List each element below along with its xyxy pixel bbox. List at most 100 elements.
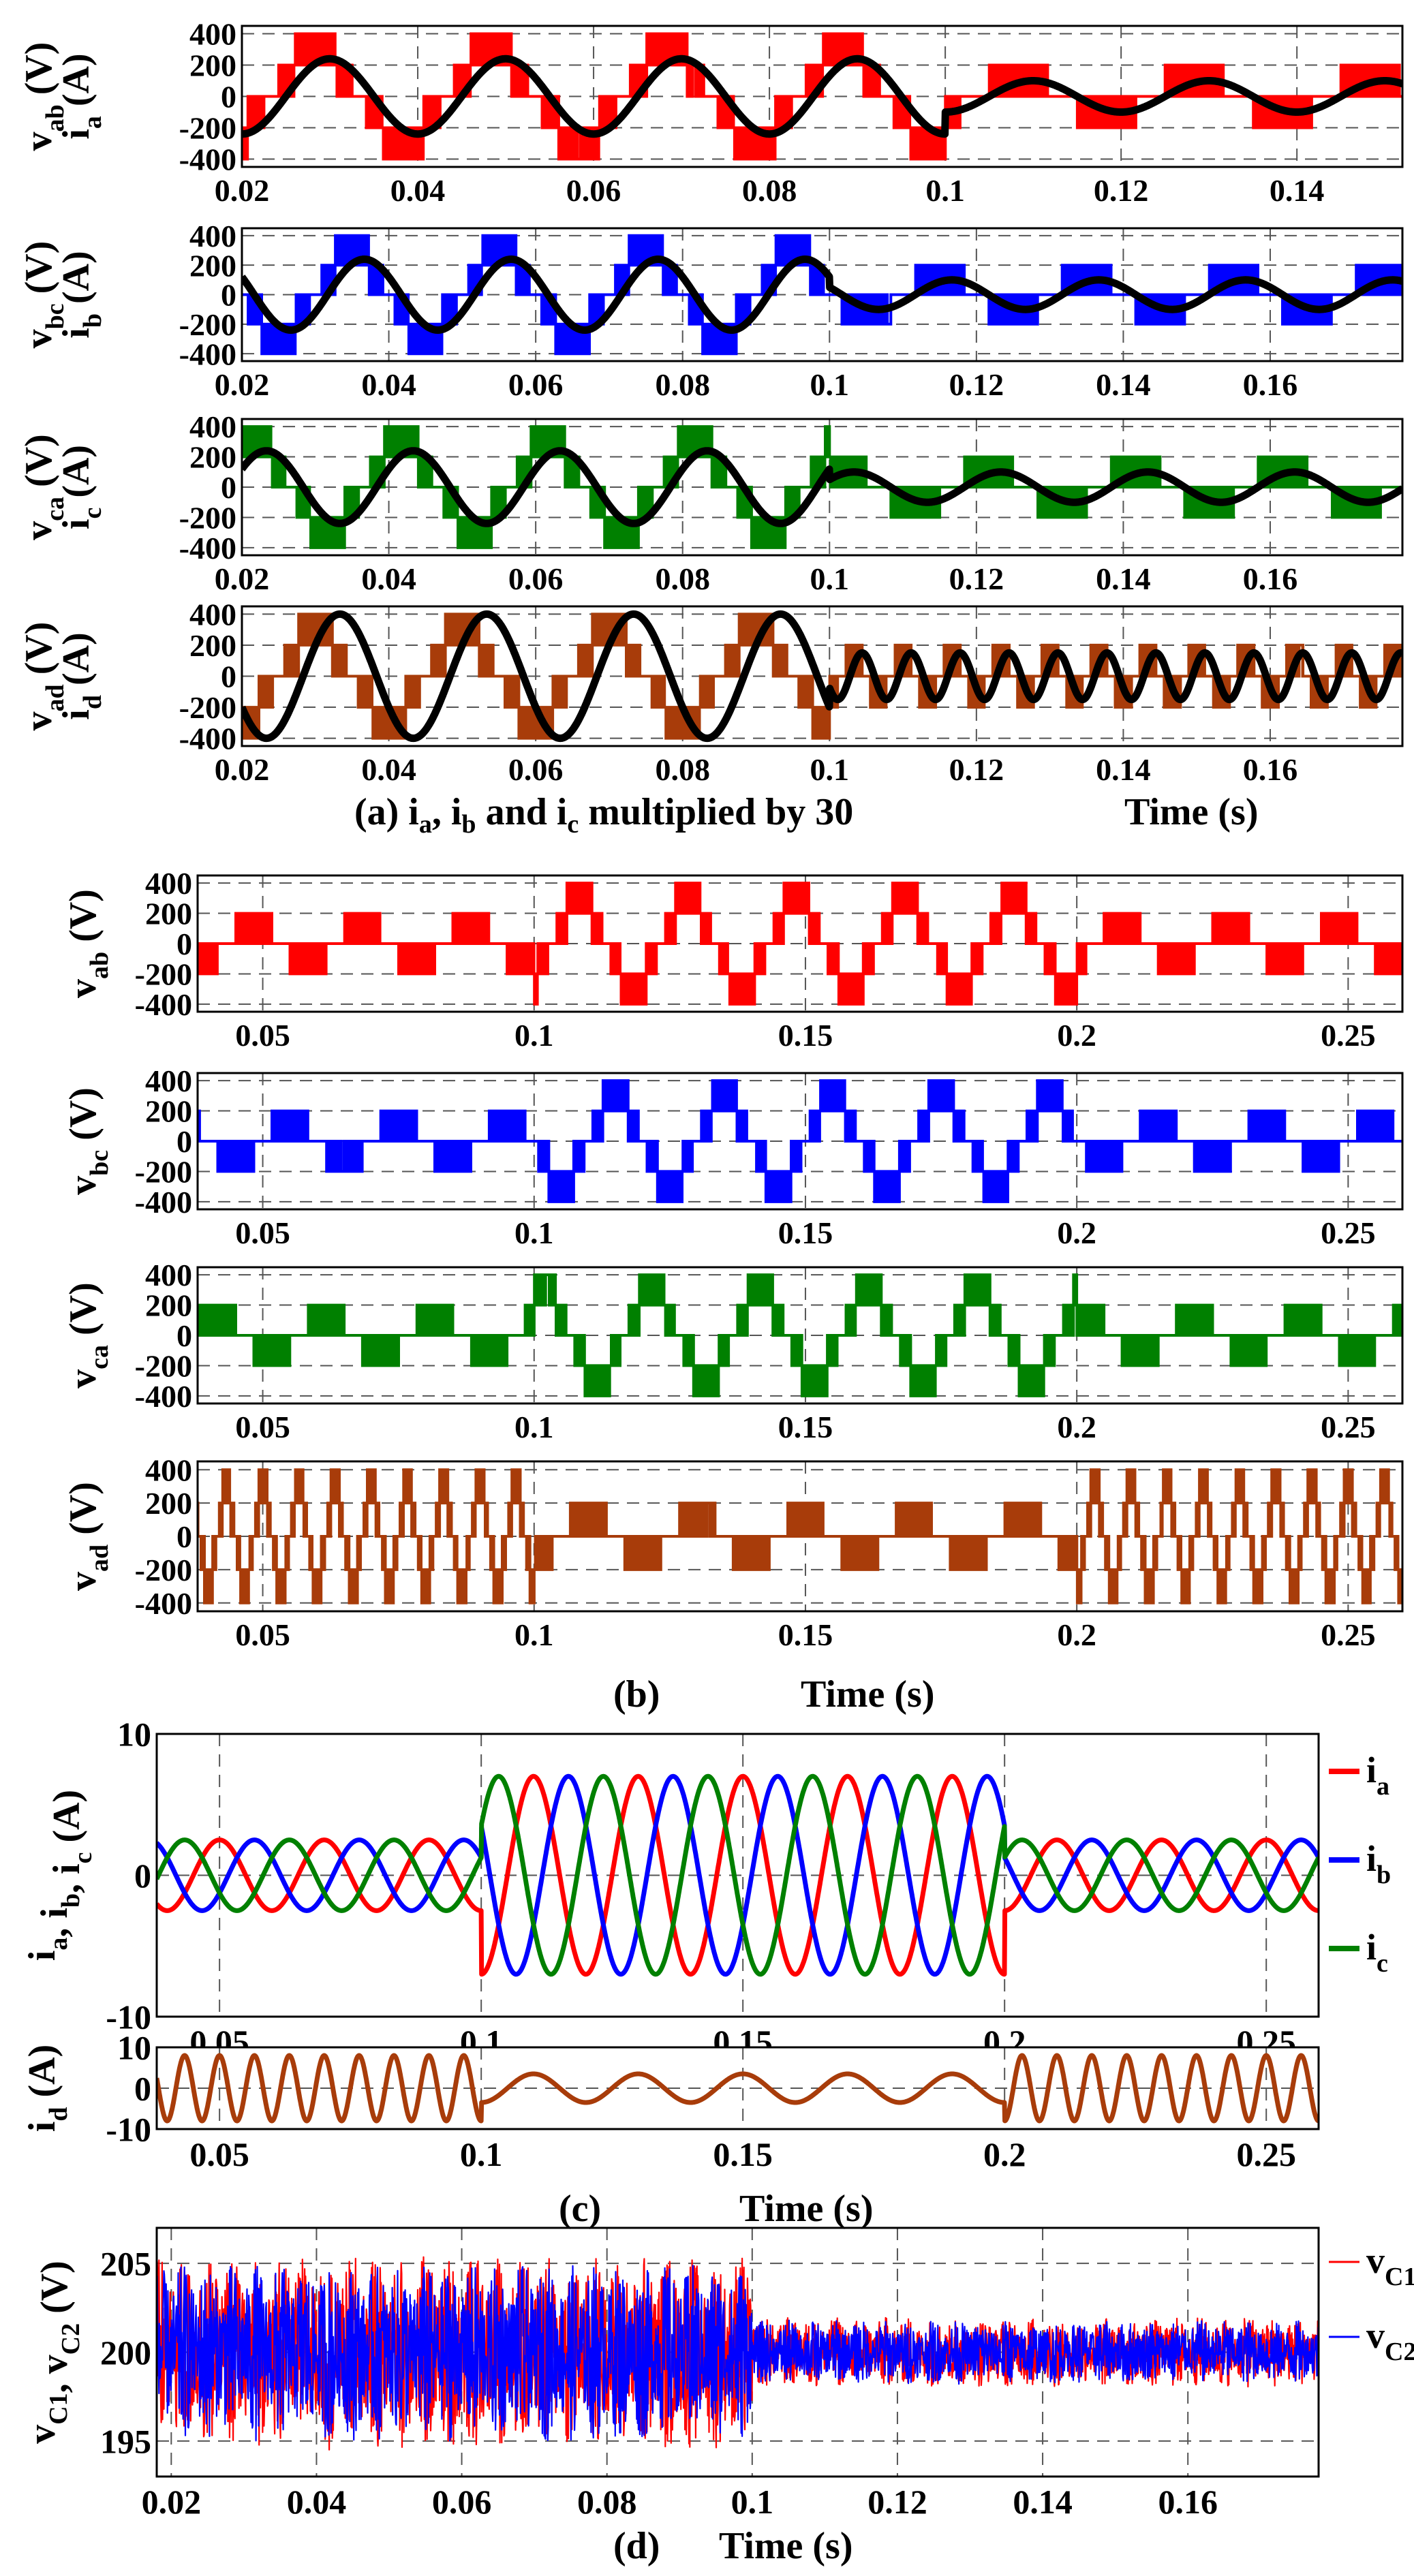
y-tick-label: 0: [176, 1519, 192, 1554]
x-tick-label: 0.14: [1096, 561, 1151, 596]
x-tick-label: 0.2: [983, 2135, 1026, 2173]
x-tick-label: 0.14: [1096, 367, 1151, 402]
x-tick-label: 0.06: [508, 561, 564, 596]
legend-entry: ib: [1366, 1838, 1391, 1889]
x-tick-label: 0.16: [1243, 561, 1298, 596]
x-tick-label: 0.06: [566, 173, 621, 208]
y-tick-label: -400: [179, 721, 236, 756]
x-tick-label: 0.14: [1096, 752, 1151, 787]
y-tick-label: 10: [117, 2029, 151, 2067]
y-tick-label: 205: [100, 2245, 151, 2283]
y-tick-label: -400: [179, 337, 236, 371]
time-label-a: Time (s): [1124, 791, 1259, 833]
x-tick-label: 0.15: [713, 2135, 773, 2173]
y-tick-label: -200: [179, 501, 236, 536]
y-tick-label: 200: [145, 1094, 192, 1129]
series-group: [242, 610, 1402, 743]
y-axis-label: vC1, vC2 (V): [21, 2261, 85, 2444]
x-tick-label: 0.02: [215, 367, 270, 402]
x-tick-label: 0.04: [287, 2483, 347, 2521]
x-tick-label: 0.05: [189, 2135, 249, 2173]
y-tick-label: 200: [145, 1288, 192, 1323]
x-tick-label: 0.06: [432, 2483, 492, 2521]
panel-d1: 195 200 205 0.02 0.04 0.06 0.08 0.1 0.12 0.14 0.16…: [21, 2226, 1414, 2521]
series-i_a x30: [242, 55, 1402, 138]
x-tick-label: 0.08: [655, 752, 710, 787]
legend-entry: ic: [1366, 1927, 1388, 1978]
y-axis-label: vca (V): [62, 1282, 114, 1388]
x-tick-label: 0.25: [1321, 1410, 1376, 1444]
x-tick-label: 0.16: [1243, 752, 1298, 787]
plot-frame: [196, 1266, 1404, 1405]
y-tick-label: 400: [145, 866, 192, 901]
series-group: [198, 1079, 1402, 1203]
time-label-d: Time (s): [719, 2525, 853, 2567]
legend-entry: vC1: [1366, 2240, 1414, 2291]
y-tick-label: -200: [135, 957, 192, 992]
y-tick-label: 400: [189, 597, 236, 632]
caption-b: (b): [613, 1673, 660, 1716]
series-group: [198, 882, 1402, 1006]
plot-frame: [241, 605, 1404, 747]
x-tick-label: 0.1: [810, 752, 850, 787]
y-tick-label: -10: [106, 2111, 151, 2149]
x-tick-label: 0.12: [949, 752, 1004, 787]
x-tick-label: 0.12: [1094, 173, 1149, 208]
x-tick-label: 0.06: [508, 367, 564, 402]
x-tick-label: 0.04: [361, 561, 416, 596]
x-tick-label: 0.15: [778, 1215, 833, 1250]
series-v_ca: [198, 1273, 1402, 1397]
series-group: [242, 32, 1402, 161]
series-i_c: [157, 1773, 1319, 1977]
x-tick-label: 0.16: [1158, 2483, 1218, 2521]
y-tick-label: -200: [179, 307, 236, 342]
y-axis-label: vca (V): [18, 434, 70, 540]
caption-d: (d): [613, 2525, 660, 2567]
y-axis-label: ia (A): [55, 53, 107, 139]
x-tick-label: 0.25: [1321, 1617, 1376, 1652]
x-tick-label: 0.1: [514, 1617, 554, 1652]
plot-frame: [241, 25, 1404, 168]
y-axis-label: vbc (V): [62, 1087, 114, 1195]
x-tick-label: 0.25: [1321, 1215, 1376, 1250]
plot-frame: [155, 2226, 1320, 2478]
y-tick-label: 400: [189, 17, 236, 52]
y-axis-label: ib (A): [55, 251, 107, 338]
x-tick-label: 0.12: [949, 367, 1004, 402]
y-tick-label: 0: [176, 1318, 192, 1353]
series-group: [157, 2256, 1319, 2451]
x-tick-label: 0.25: [1236, 2135, 1296, 2173]
y-tick-label: 200: [145, 1486, 192, 1521]
y-tick-label: 0: [134, 2070, 151, 2108]
x-tick-label: 0.02: [215, 752, 270, 787]
series-i_a: [157, 1773, 1319, 1977]
series-group: [157, 2053, 1319, 2124]
y-axis-label: ia, ib, ic (A): [21, 1790, 97, 1961]
series-v_bc: [198, 1079, 1402, 1203]
y-axis-label: id (A): [55, 632, 107, 719]
x-tick-label: 0.1: [514, 1215, 554, 1250]
y-axis-label: vad (V): [62, 1482, 114, 1591]
series-group: [198, 1468, 1402, 1604]
x-tick-label: 0.04: [361, 752, 416, 787]
y-tick-label: 400: [189, 409, 236, 444]
x-tick-label: 0.04: [361, 367, 416, 402]
series-v_ab: [198, 882, 1402, 1006]
x-tick-label: 0.12: [867, 2483, 927, 2521]
plot-frame: [155, 2046, 1320, 2130]
legend-entry: ia: [1366, 1750, 1389, 1801]
y-tick-label: -10: [106, 1998, 151, 2036]
y-tick-label: -200: [135, 1349, 192, 1384]
y-tick-label: 0: [221, 659, 236, 694]
y-tick-label: -200: [135, 1553, 192, 1587]
series-group: [242, 425, 1402, 549]
y-tick-label: 200: [189, 628, 236, 663]
series-i_d: [157, 2053, 1319, 2124]
y-tick-label: -400: [179, 142, 236, 177]
series-i_c x30: [242, 447, 1402, 527]
